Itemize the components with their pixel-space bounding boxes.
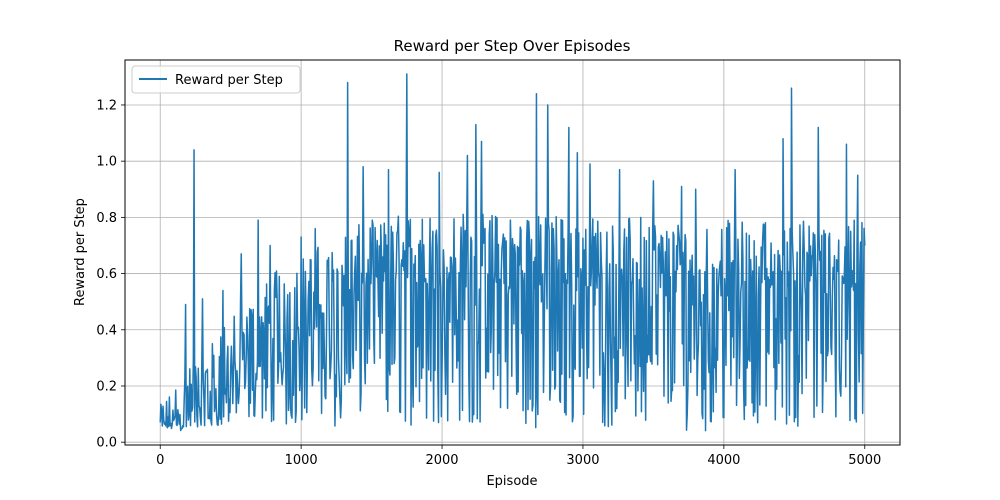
y-tick-label: 0.2 [96, 379, 117, 394]
y-axis-label: Reward per Step [73, 198, 88, 306]
legend-box [131, 65, 301, 94]
y-tick-label: 0.6 [96, 267, 117, 282]
x-tick-label: 1000 [285, 453, 318, 468]
plot-frame [124, 59, 901, 446]
x-tick-label: 5000 [848, 453, 881, 468]
legend-label: Reward per Step [175, 73, 283, 88]
y-tick-label: 0.8 [96, 211, 117, 226]
y-tick-label: 1.0 [96, 155, 117, 170]
y-tick-label: 1.2 [96, 98, 117, 113]
legend: Reward per Step [131, 65, 301, 94]
x-tick-label: 0 [156, 453, 164, 468]
x-tick-label: 4000 [707, 453, 740, 468]
y-tick-label: 0.0 [96, 436, 117, 451]
x-tick-label: 3000 [566, 453, 599, 468]
x-axis-label: Episode [486, 474, 537, 489]
x-axis: 0 1000 2000 3000 4000 5000 [156, 445, 881, 468]
y-axis: 0.0 0.2 0.4 0.6 0.8 1.0 1.2 [96, 98, 125, 451]
chart-title: Reward per Step Over Episodes [394, 37, 631, 55]
x-tick-label: 2000 [425, 453, 458, 468]
y-tick-label: 0.4 [96, 323, 117, 338]
reward-line [159, 73, 866, 432]
series-reward-per-step [159, 73, 866, 432]
